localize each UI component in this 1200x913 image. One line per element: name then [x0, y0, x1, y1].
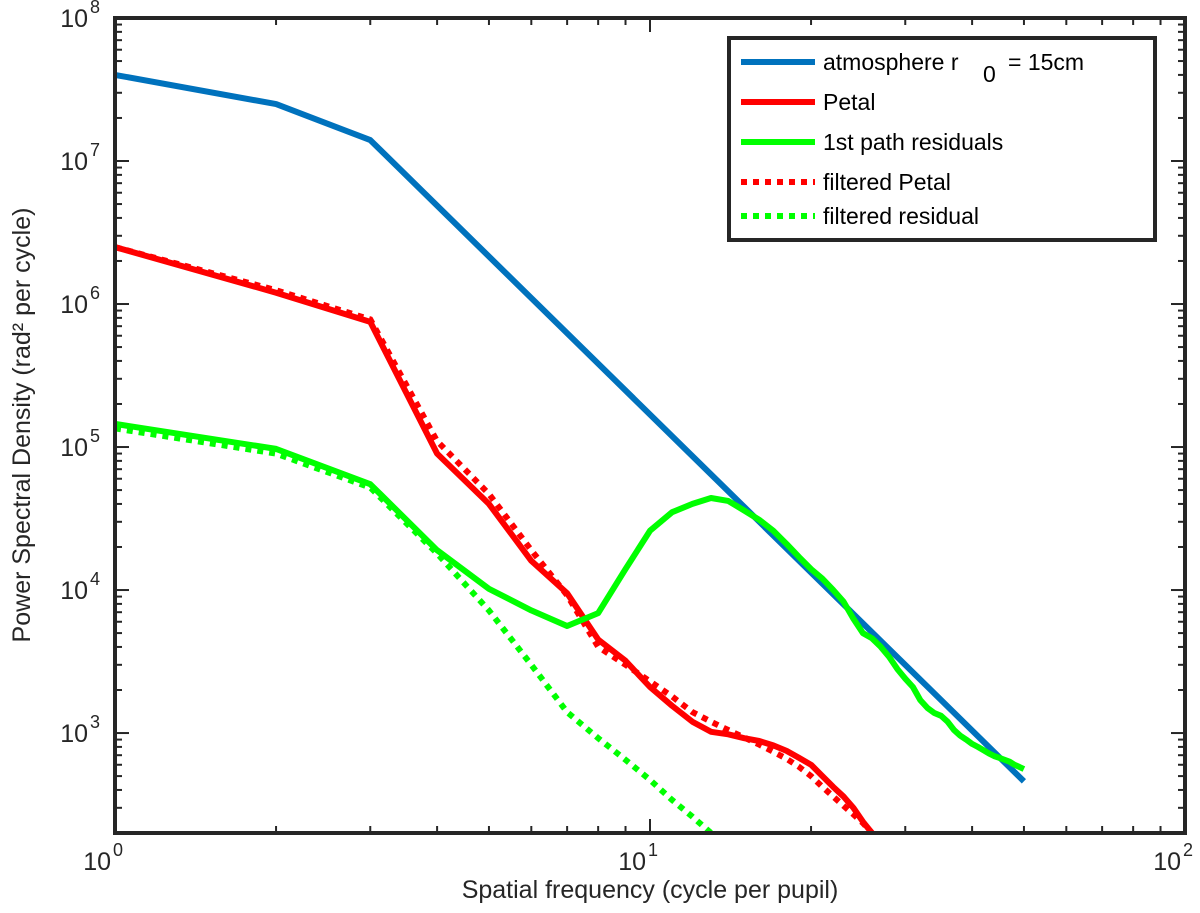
y-tick-exponent: 6 — [90, 283, 100, 303]
x-tick-base: 10 — [1153, 848, 1181, 876]
x-tick-exponent: 0 — [113, 840, 123, 860]
y-tick-exponent: 7 — [90, 140, 100, 160]
y-tick-base: 10 — [60, 291, 88, 319]
legend-subscript: 0 — [983, 61, 996, 87]
series-line-atmosphere-r0-15cm — [115, 71, 1027, 784]
legend-item: 1st path residuals — [741, 129, 1003, 155]
x-tick-base: 10 — [618, 848, 646, 876]
series-line-1st-path-residuals — [115, 420, 1026, 772]
x-tick-exponent: 2 — [1183, 840, 1193, 860]
y-tick-base: 10 — [60, 434, 88, 462]
y-tick-label: 10 5 — [60, 426, 100, 462]
legend-item: Petal — [741, 89, 875, 115]
legend-label: 1st path residuals — [823, 129, 1003, 155]
legend-label: filtered residual — [823, 203, 979, 229]
legend: atmosphere r 0 = 15cm Petal 1st path residua… — [727, 36, 1157, 242]
plot-frame — [113, 16, 1187, 835]
y-tick-label: 10 6 — [60, 283, 100, 319]
x-tick-base: 10 — [83, 848, 111, 876]
y-tick-label: 10 4 — [60, 569, 100, 605]
y-tick-exponent: 8 — [90, 0, 100, 17]
legend-item: filtered Petal — [741, 169, 951, 195]
x-tick-label: 10 1 — [618, 840, 658, 876]
legend-label: filtered Petal — [823, 169, 951, 195]
x-tick-exponent: 1 — [648, 840, 658, 860]
y-tick-label: 10 7 — [60, 140, 100, 176]
y-tick-label: 10 8 — [60, 0, 100, 33]
x-tick-label: 10 0 — [83, 840, 123, 876]
y-axis-label: Power Spectral Density (rad² per cycle) — [8, 208, 36, 643]
y-tick-base: 10 — [60, 148, 88, 176]
y-tick-base: 10 — [60, 5, 88, 33]
y-tick-exponent: 5 — [90, 426, 100, 446]
y-tick-base: 10 — [60, 720, 88, 748]
series-layer — [115, 71, 1027, 833]
legend-label: atmosphere r — [823, 49, 959, 75]
legend-item: atmosphere r 0 = 15cm — [741, 49, 1084, 87]
y-tick-base: 10 — [60, 577, 88, 605]
legend-label: Petal — [823, 89, 875, 115]
x-axis-label: Spatial frequency (cycle per pupil) — [462, 876, 839, 904]
series-line-filtered-residual — [115, 425, 713, 833]
y-tick-label: 10 3 — [60, 712, 100, 748]
legend-item: filtered residual — [741, 203, 979, 229]
y-tick-exponent: 3 — [90, 712, 100, 732]
legend-suffix: = 15cm — [1008, 49, 1084, 75]
series-line-petal — [115, 244, 875, 833]
y-tick-exponent: 4 — [90, 569, 100, 589]
x-tick-label: 10 2 — [1153, 840, 1193, 876]
